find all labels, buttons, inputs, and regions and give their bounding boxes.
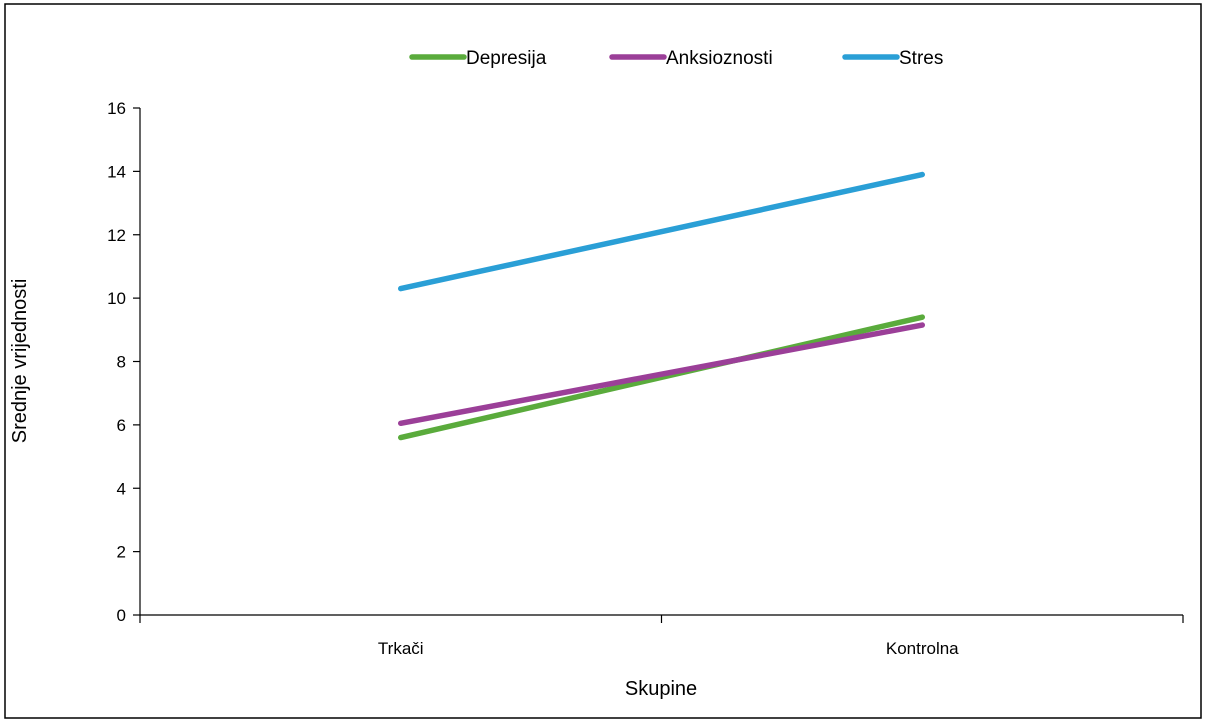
series-group <box>398 171 925 441</box>
series-line-anksioznosti <box>398 322 925 427</box>
y-tick-label: 16 <box>107 99 126 118</box>
y-tick-label: 0 <box>117 606 126 625</box>
y-tick-label: 14 <box>107 162 126 181</box>
series-line-depresija <box>398 314 925 441</box>
y-tick-label: 10 <box>107 289 126 308</box>
x-axis: Trkači Kontrolna <box>139 614 1184 658</box>
y-tick-label: 8 <box>117 353 126 372</box>
y-tick-label: 2 <box>117 543 126 562</box>
legend-label: Anksioznosti <box>666 48 773 69</box>
y-tick-label: 6 <box>117 416 126 435</box>
y-tick-label: 4 <box>117 479 126 498</box>
series-line-stres <box>398 171 925 292</box>
y-axis: 0 2 4 6 8 10 12 14 16 <box>107 99 141 625</box>
x-tick-label: Trkači <box>378 639 424 658</box>
y-axis-title: Srednje vrijednosti <box>9 279 31 444</box>
chart-border <box>4 3 1202 719</box>
x-tick-label: Kontrolna <box>886 639 959 658</box>
y-tick-label: 12 <box>107 226 126 245</box>
x-axis-title: Skupine <box>625 678 697 700</box>
legend: Depresija Anksioznosti Stres <box>409 48 943 69</box>
legend-label: Stres <box>899 48 943 69</box>
legend-label: Depresija <box>466 48 547 69</box>
